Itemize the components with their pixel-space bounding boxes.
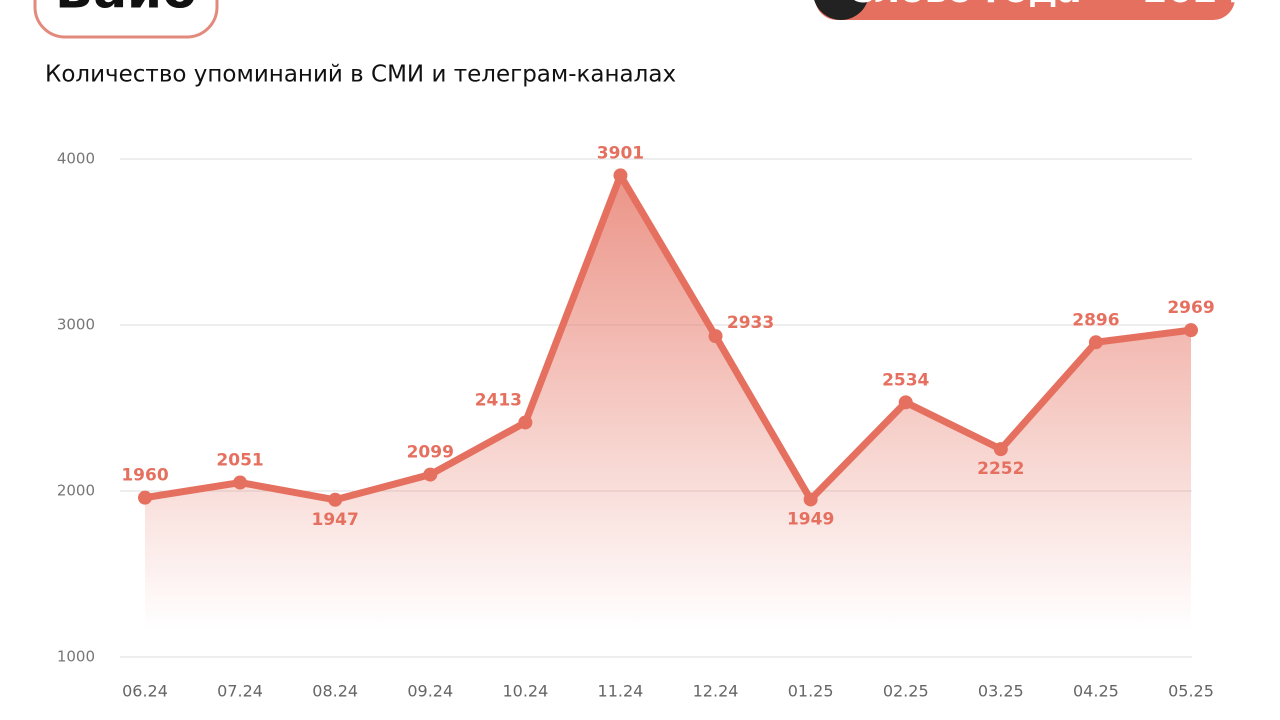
point <box>898 395 913 410</box>
badge-box <box>815 0 1235 20</box>
data-label: 2051 <box>216 451 263 471</box>
x-tick-label: 01.25 <box>788 682 834 701</box>
badge-icon <box>814 0 868 20</box>
point <box>803 492 818 507</box>
x-tick-label: 07.24 <box>217 682 263 701</box>
point <box>518 415 533 430</box>
y-tick-label: 2000 <box>57 482 95 500</box>
data-label: 1947 <box>312 510 359 530</box>
point <box>423 467 438 482</box>
data-label: 2933 <box>727 313 774 333</box>
point <box>613 168 628 183</box>
x-tick-label: 11.24 <box>598 682 644 701</box>
point <box>708 329 723 344</box>
point <box>1184 323 1198 338</box>
y-tick-label: 1000 <box>57 648 95 666</box>
x-tick-label: 09.24 <box>407 682 453 701</box>
x-tick-label: 04.25 <box>1073 682 1119 701</box>
data-label: 1960 <box>121 466 168 486</box>
data-label: 2413 <box>475 390 522 410</box>
data-label: 3901 <box>597 143 644 163</box>
x-tick-label: 02.25 <box>883 682 929 701</box>
data-label: 2099 <box>407 443 454 463</box>
data-label: 1949 <box>787 509 834 529</box>
chart-title: Количество упоминаний в СМИ и телеграм-к… <box>45 62 676 88</box>
x-tick-label: 08.24 <box>312 682 358 701</box>
point <box>138 490 152 505</box>
point <box>993 442 1008 457</box>
badge-text: Слово года — 2024 <box>847 0 1243 11</box>
point <box>328 492 343 507</box>
x-tick-label: 10.24 <box>502 682 548 701</box>
x-tick-label: 12.24 <box>693 682 739 701</box>
tag-box <box>33 0 219 39</box>
y-tick-label: 3000 <box>57 316 95 334</box>
x-tick-label: 03.25 <box>978 682 1024 701</box>
tag-text: Вайб <box>55 0 197 20</box>
data-label: 2969 <box>1167 298 1214 318</box>
area <box>145 175 1191 630</box>
point <box>1088 335 1103 350</box>
x-tick-label: 05.25 <box>1168 682 1214 701</box>
y-tick-label: 4000 <box>57 150 95 168</box>
data-label: 2534 <box>882 370 929 390</box>
point <box>233 475 248 490</box>
data-label: 2252 <box>977 459 1024 479</box>
line <box>144 171 1192 504</box>
x-tick-label: 06.24 <box>122 682 168 701</box>
data-label: 2896 <box>1072 310 1119 330</box>
